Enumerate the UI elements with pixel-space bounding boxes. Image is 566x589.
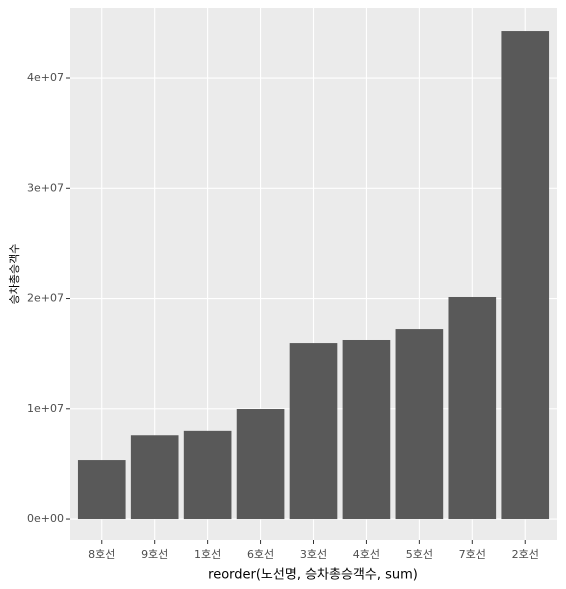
bar <box>183 430 232 520</box>
x-tick-label: 1호선 <box>194 548 221 561</box>
x-tick-label: 7호선 <box>459 548 486 561</box>
x-axis-title: reorder(노선명, 승차총승객수, sum) <box>208 568 418 583</box>
x-tick-label: 9호선 <box>141 548 168 561</box>
x-tick-label: 2호선 <box>512 548 539 561</box>
y-axis-title: 승차총승객수 <box>8 244 21 305</box>
bar <box>236 409 285 520</box>
bar <box>395 329 444 520</box>
y-tick-label: 1e+07 <box>27 402 64 415</box>
y-tick-label: 0e+00 <box>27 512 64 525</box>
y-tick-label: 4e+07 <box>27 71 64 84</box>
y-tick-label: 3e+07 <box>27 181 64 194</box>
bar <box>342 339 391 520</box>
x-tick-label: 8호선 <box>88 548 115 561</box>
bar <box>448 296 497 520</box>
x-tick-label: 3호선 <box>300 548 327 561</box>
x-tick-label: 5호선 <box>406 548 433 561</box>
bar <box>501 31 550 520</box>
x-tick-label: 6호선 <box>247 548 274 561</box>
bar <box>289 343 338 520</box>
x-tick-label: 4호선 <box>353 548 380 561</box>
bar <box>77 460 126 520</box>
y-tick-label: 2e+07 <box>27 292 64 305</box>
bar <box>130 435 179 520</box>
